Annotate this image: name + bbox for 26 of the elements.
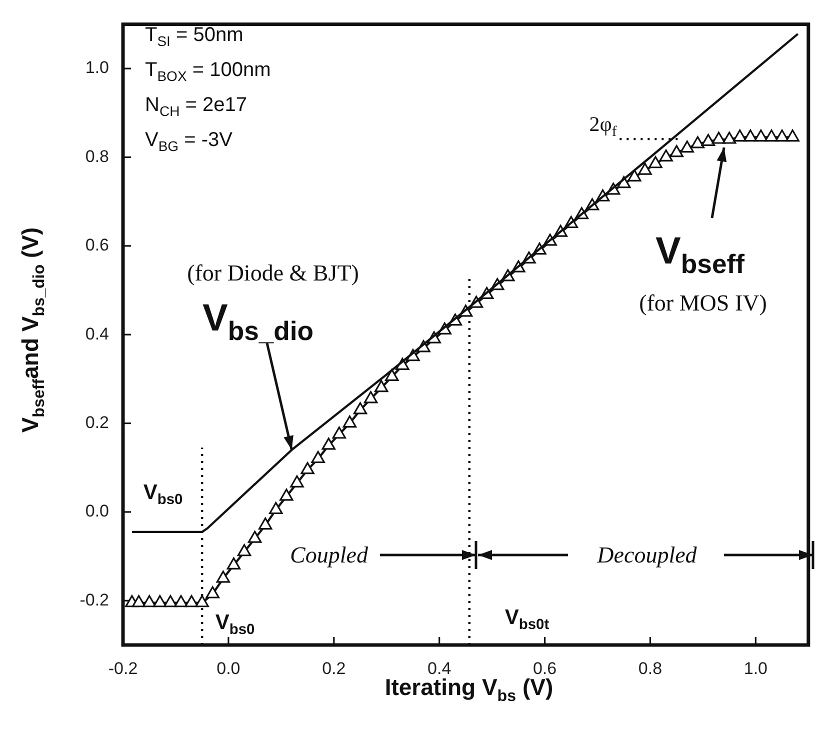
annotation: V$_{bs0}$ <box>143 481 183 508</box>
annotation: V$_{BG}$ = -3V <box>145 129 232 154</box>
annotation: T$_{SI}$ = 50nm <box>145 24 244 49</box>
annotation: V$_{bseff}$ <box>656 230 744 279</box>
annotation: V$_{bs0}$ <box>215 611 255 638</box>
annotation: N$_{CH}$ = 2e17 <box>145 94 247 119</box>
annotation: V$_{bs_dio}$ <box>202 298 314 346</box>
y-tick-label: -0.2 <box>80 590 109 610</box>
annotation: (for Diode & BJT) <box>187 260 359 286</box>
y-tick-label: 0.6 <box>85 236 109 255</box>
annotation: V$_{bs0t}$ <box>504 606 550 634</box>
annotation: Decoupled <box>597 542 697 568</box>
y-tick-label: 0.8 <box>85 146 109 166</box>
y-tick-label: 0.0 <box>85 502 109 521</box>
x-tick-label: 0.8 <box>638 658 662 678</box>
annotation: (for MOS IV) <box>639 290 767 316</box>
annotation: 2φ$_{f}$ <box>589 112 617 140</box>
y-tick-label: 0.4 <box>85 324 109 344</box>
y-tick-label: 0.2 <box>85 412 109 432</box>
annotation: T$_{BOX}$ = 100nm <box>145 59 271 84</box>
x-tick-label: 0.2 <box>322 658 346 678</box>
x-tick-label: -0.2 <box>108 658 138 678</box>
x-tick-label: 1.0 <box>744 658 768 678</box>
y-tick-label: 1.0 <box>85 58 109 78</box>
annotation: Coupled <box>290 542 368 568</box>
x-tick-label: 0.0 <box>216 658 240 678</box>
